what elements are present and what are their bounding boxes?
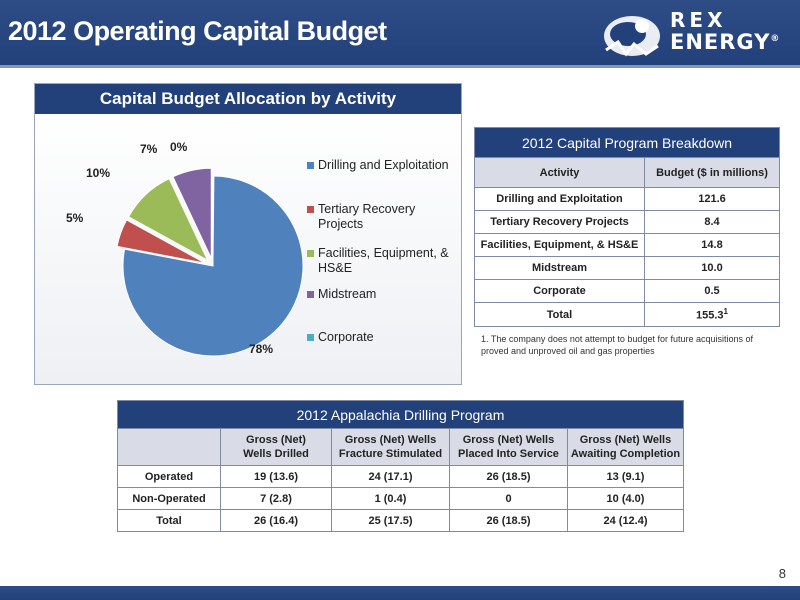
table-row: Facilities, Equipment, & HS&E 14.8 [474,233,780,257]
allocation-chart-panel: Capital Budget Allocation by Activity 78… [34,83,462,385]
pie-label-midstream: 7% [140,142,158,156]
table-row: Corporate 0.5 [474,279,780,303]
drilling-cell: 26 (18.5) [449,509,568,532]
logo-text-energy: ENERGY® [670,30,781,54]
drilling-cell: 7 (2.8) [220,487,332,510]
pie-slice-tertiary [116,219,206,264]
table-row: Total 26 (16.4) 25 (17.5) 26 (18.5) 24 (12.4… [117,509,684,532]
breakdown-activity-cell: Facilities, Equipment, & HS&E [474,233,645,257]
pie-slice-corporate [212,167,215,259]
table-row: Operated 19 (13.6) 24 (17.1) 26 (18.5) 13 (9… [117,465,684,488]
pie-slice-drilling [122,175,304,357]
drilling-cell: 19 (13.6) [220,465,332,488]
legend-item-tertiary: Tertiary Recovery Projects [307,202,457,232]
capital-breakdown-table: 2012 Capital Program Breakdown Activity … [474,127,780,327]
pie-slice-midstream [172,167,212,259]
table-row: Tertiary Recovery Projects 8.4 [474,210,780,234]
drilling-row-label: Total [117,509,221,532]
breakdown-budget-cell: 121.6 [644,187,780,211]
drilling-row-label: Operated [117,465,221,488]
drilling-col-placed-into-service: Gross (Net) Wells Placed Into Service [449,428,568,466]
pie-label-drilling: 78% [249,342,274,356]
pie-label-facilities: 10% [86,166,111,180]
drilling-row-label: Non-Operated [117,487,221,510]
breakdown-budget-cell: 0.5 [644,279,780,303]
breakdown-footnote: 1. The company does not attempt to budge… [481,334,753,356]
allocation-chart-title: Capital Budget Allocation by Activity [35,84,461,114]
drilling-col-awaiting-completion: Gross (Net) Wells Awaiting Completion [567,428,684,466]
breakdown-budget-cell: 10.0 [644,256,780,280]
drilling-cell: 24 (12.4) [567,509,684,532]
legend-item-facilities: Facilities, Equipment, & HS&E [307,246,457,276]
drilling-cell: 0 [449,487,568,510]
drilling-col-fracture-stimulated: Gross (Net) Wells Fracture Stimulated [331,428,450,466]
breakdown-col-budget: Budget ($ in millions) [644,157,780,188]
drilling-program-table: 2012 Appalachia Drilling Program Gross (… [117,400,684,532]
drilling-cell: 10 (4.0) [567,487,684,510]
footer-bar [0,586,800,600]
drilling-table-title: 2012 Appalachia Drilling Program [117,400,684,429]
breakdown-activity-cell: Midstream [474,256,645,280]
drilling-cell: 26 (16.4) [220,509,332,532]
breakdown-budget-cell: 14.8 [644,233,780,257]
rex-energy-logo: REX ENERGY® [598,6,788,62]
pie-label-tertiary: 5% [66,211,84,225]
table-row: Non-Operated 7 (2.8) 1 (0.4) 0 10 (4.0) [117,487,684,510]
table-row-total: Total 155.31 [474,302,780,327]
page-title: 2012 Operating Capital Budget [8,16,387,46]
breakdown-activity-cell: Drilling and Exploitation [474,187,645,211]
pie-label-corporate: 0% [170,140,188,154]
drilling-cell: 26 (18.5) [449,465,568,488]
legend-item-midstream: Midstream [307,287,457,302]
drilling-cell: 25 (17.5) [331,509,450,532]
breakdown-total-label: Total [474,302,645,327]
drilling-cell: 24 (17.1) [331,465,450,488]
drilling-col-wells-drilled: Gross (Net) Wells Drilled [220,428,332,466]
table-row: Midstream 10.0 [474,256,780,280]
allocation-chart-body: 78% 5% 10% 7% 0% Drilling and Exploitati… [35,114,461,384]
allocation-pie-chart [116,167,304,357]
drilling-cell: 1 (0.4) [331,487,450,510]
table-row: Drilling and Exploitation 121.6 [474,187,780,211]
header-bar: 2012 Operating Capital Budget REX ENERGY… [0,0,800,68]
drilling-cell: 13 (9.1) [567,465,684,488]
drilling-col-empty [117,428,221,466]
breakdown-col-activity: Activity [474,157,645,188]
breakdown-table-title: 2012 Capital Program Breakdown [474,127,780,158]
breakdown-activity-cell: Corporate [474,279,645,303]
legend-item-corporate: Corporate [307,330,457,345]
breakdown-total-value: 155.31 [644,302,780,327]
legend-item-drilling: Drilling and Exploitation [307,158,457,173]
breakdown-budget-cell: 8.4 [644,210,780,234]
logo-text-rex: REX [670,8,727,32]
pie-slice-facilities [127,178,209,262]
page-number: 8 [778,566,786,581]
breakdown-activity-cell: Tertiary Recovery Projects [474,210,645,234]
logo-emblem-icon [604,16,660,57]
